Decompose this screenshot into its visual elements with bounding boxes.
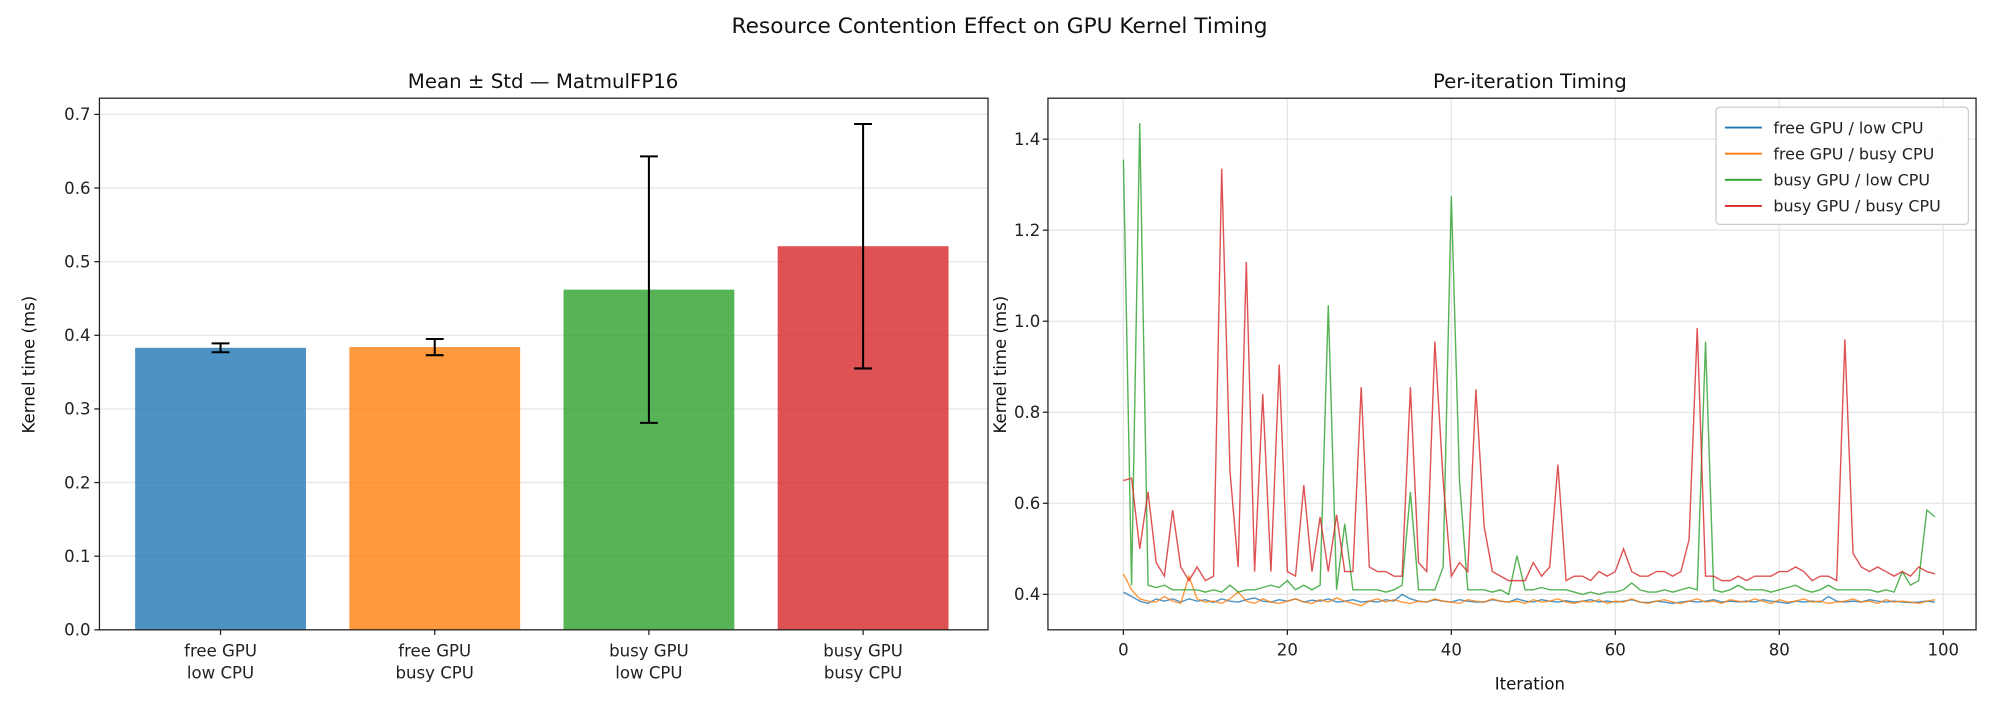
y-tick-label: 0.7 [64, 105, 90, 124]
bar-chart-ylabel: Kernel time (ms) [19, 296, 38, 434]
x-tick-label: 80 [1769, 640, 1790, 659]
x-tick-label: busy CPU [824, 663, 902, 682]
series-line [1122, 123, 1936, 596]
y-tick-label: 0.2 [64, 473, 90, 492]
y-tick-label: 0.4 [64, 326, 90, 345]
y-tick-label: 0.8 [1014, 403, 1040, 422]
x-tick-label: 100 [1927, 640, 1959, 659]
x-tick-label: low CPU [615, 663, 682, 682]
figure-title: Resource Contention Effect on GPU Kernel… [732, 14, 1268, 39]
series-line [1122, 573, 1936, 607]
bar-chart-title: Mean ± Std — MatmulFP16 [408, 70, 679, 93]
series-line [1123, 168, 1936, 582]
y-tick-label: 0.1 [64, 547, 90, 566]
y-tick-label: 0.6 [64, 179, 90, 198]
x-tick-label: free GPU [398, 642, 471, 661]
x-tick-label: 0 [1118, 640, 1129, 659]
line-chart-title: Per-iteration Timing [1433, 70, 1627, 93]
x-tick-label: 20 [1277, 640, 1298, 659]
y-tick-label: 0.0 [64, 621, 90, 640]
bar [135, 347, 306, 630]
legend-label: busy GPU / busy CPU [1773, 197, 1940, 216]
y-tick-label: 0.5 [64, 252, 90, 271]
x-tick-label: busy GPU [609, 642, 689, 661]
x-tick-label: low CPU [187, 663, 254, 682]
y-tick-label: 0.4 [1014, 585, 1040, 604]
line-chart-ylabel: Kernel time (ms) [991, 296, 1010, 434]
line-chart-xlabel: Iteration [1495, 675, 1565, 694]
legend-label: free GPU / low CPU [1773, 118, 1923, 137]
x-tick-label: 60 [1605, 640, 1626, 659]
y-tick-label: 1.2 [1014, 221, 1040, 240]
legend: free GPU / low CPU free GPU / busy CPU bus… [1715, 106, 1970, 226]
y-tick-label: 0.6 [1014, 494, 1040, 513]
y-tick-label: 1.0 [1014, 312, 1040, 331]
bar [349, 347, 521, 630]
y-tick-label: 1.4 [1014, 130, 1040, 149]
axes-frame [98, 97, 989, 631]
legend-label: busy GPU / low CPU [1773, 171, 1930, 190]
x-tick-label: busy CPU [396, 663, 474, 682]
axes-frame [1047, 97, 1977, 631]
bar-chart: Mean ± Std — MatmulFP16 Kernel time (ms)… [19, 70, 989, 682]
legend-label: free GPU / busy CPU [1773, 144, 1934, 163]
x-tick-label: busy GPU [823, 642, 903, 661]
legend-box [1715, 106, 1970, 226]
x-tick-label: free GPU [184, 642, 257, 661]
line-chart: Per-iteration Timing Kernel time (ms) It… [991, 70, 1977, 694]
y-tick-label: 0.3 [64, 400, 90, 419]
x-tick-label: 40 [1441, 640, 1462, 659]
